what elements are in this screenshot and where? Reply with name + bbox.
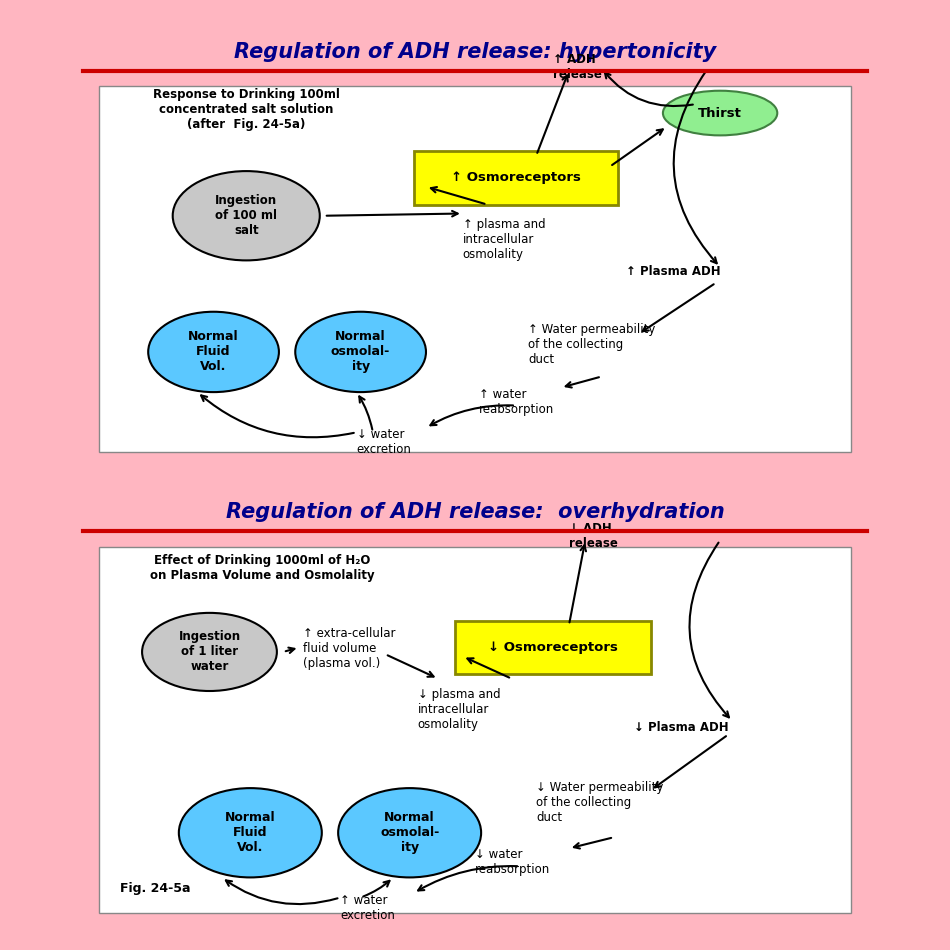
Text: ↑ plasma and
intracellular
osmolality: ↑ plasma and intracellular osmolality	[463, 218, 545, 261]
Text: Effect of Drinking 1000ml of H₂O
on Plasma Volume and Osmolality: Effect of Drinking 1000ml of H₂O on Plas…	[150, 554, 375, 581]
Text: ↓ water
excretion: ↓ water excretion	[356, 428, 411, 456]
Text: Ingestion
of 100 ml
salt: Ingestion of 100 ml salt	[216, 194, 277, 238]
Ellipse shape	[179, 788, 322, 878]
Ellipse shape	[148, 312, 279, 392]
Text: Ingestion
of 1 liter
water: Ingestion of 1 liter water	[179, 631, 240, 674]
FancyBboxPatch shape	[99, 547, 851, 913]
Ellipse shape	[663, 90, 777, 136]
Text: ↑ ADH
release: ↑ ADH release	[553, 53, 601, 81]
Text: ↑ water
excretion: ↑ water excretion	[340, 894, 395, 922]
Text: ↑ Plasma ADH: ↑ Plasma ADH	[626, 265, 721, 278]
FancyBboxPatch shape	[99, 86, 851, 452]
Ellipse shape	[295, 312, 426, 392]
Text: Normal
Fluid
Vol.: Normal Fluid Vol.	[225, 811, 276, 854]
Text: Normal
osmolal-
ity: Normal osmolal- ity	[380, 811, 439, 854]
Text: ↑ Osmoreceptors: ↑ Osmoreceptors	[451, 171, 580, 184]
Text: ↓ plasma and
intracellular
osmolality: ↓ plasma and intracellular osmolality	[418, 688, 501, 731]
FancyBboxPatch shape	[454, 620, 651, 674]
Text: ↓ Osmoreceptors: ↓ Osmoreceptors	[487, 641, 618, 654]
Text: Response to Drinking 100ml
concentrated salt solution
(after  Fig. 24-5a): Response to Drinking 100ml concentrated …	[153, 88, 340, 131]
Text: Regulation of ADH release: hypertonicity: Regulation of ADH release: hypertonicity	[234, 42, 716, 62]
Text: Normal
Fluid
Vol.: Normal Fluid Vol.	[188, 331, 238, 373]
Text: ↓ Water permeability
of the collecting
duct: ↓ Water permeability of the collecting d…	[536, 782, 664, 825]
Ellipse shape	[142, 613, 276, 691]
Text: Normal
osmolal-
ity: Normal osmolal- ity	[331, 331, 390, 373]
Text: Fig. 24-5a: Fig. 24-5a	[120, 883, 190, 895]
FancyBboxPatch shape	[413, 151, 618, 204]
Text: ↑ Water permeability
of the collecting
duct: ↑ Water permeability of the collecting d…	[528, 323, 656, 366]
Text: ↓ Plasma ADH: ↓ Plasma ADH	[635, 721, 729, 734]
Ellipse shape	[173, 171, 320, 260]
Text: ↓ ADH
release: ↓ ADH release	[569, 522, 618, 550]
Ellipse shape	[338, 788, 481, 878]
Text: Thirst: Thirst	[698, 106, 742, 120]
Text: ↓ water
reabsorption: ↓ water reabsorption	[475, 848, 550, 877]
Text: ↑ extra-cellular
fluid volume
(plasma vol.): ↑ extra-cellular fluid volume (plasma vo…	[303, 627, 396, 671]
Text: ↑ water
reabsorption: ↑ water reabsorption	[479, 388, 555, 416]
Text: Regulation of ADH release:  overhydration: Regulation of ADH release: overhydration	[225, 503, 724, 522]
